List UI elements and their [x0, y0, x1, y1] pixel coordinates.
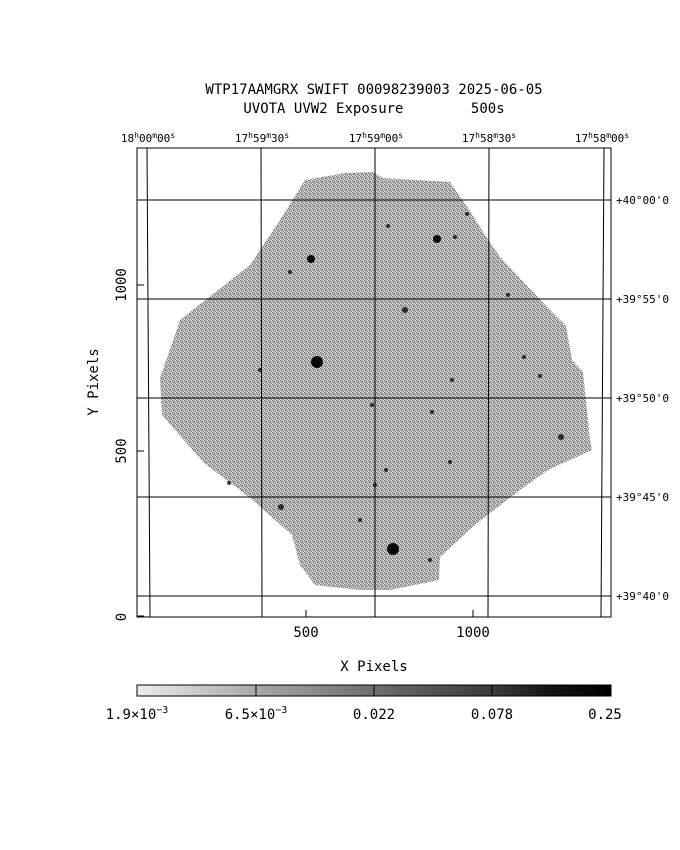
star-source: [522, 355, 526, 359]
y-tick-0: 0: [114, 613, 130, 621]
ra-label-4: 17h58m00s: [575, 131, 629, 145]
pixel-ticks: [137, 284, 474, 617]
star-source: [450, 378, 454, 382]
star-source: [387, 543, 399, 555]
ra-label-1: 17h59m30s: [235, 131, 289, 145]
colorbar: 1.9×10−3 6.5×10−3 0.022 0.078 0.25: [106, 684, 622, 723]
coordinate-grid: [137, 147, 611, 618]
dec-label-4: +39°40'0: [616, 590, 669, 603]
colorbar-tick-3: 0.078: [471, 707, 513, 723]
star-source: [428, 558, 432, 562]
star-source: [370, 403, 374, 407]
image-panel: [136, 147, 612, 618]
title-line-1: WTP17AAMGRX SWIFT 00098239003 2025-06-05: [205, 82, 542, 98]
star-source: [448, 460, 452, 464]
colorbar-tick-1: 6.5×10−3: [225, 705, 288, 723]
y-tick-1000: 1000: [114, 268, 130, 302]
star-source: [433, 235, 441, 243]
dec-label-3: +39°45'0: [616, 491, 669, 504]
x-tick-500: 500: [293, 625, 318, 641]
star-source: [278, 504, 284, 510]
dec-label-1: +39°55'0: [616, 293, 669, 306]
star-source: [386, 224, 390, 228]
star-sources: [227, 212, 564, 562]
star-source: [506, 293, 510, 297]
star-source: [453, 235, 457, 239]
x-tick-1000: 1000: [456, 625, 490, 641]
ra-label-2: 17h59m00s: [349, 131, 403, 145]
dec-label-0: +40°00'0: [616, 194, 669, 207]
star-source: [465, 212, 469, 216]
colorbar-tick-4: 0.25: [588, 707, 622, 723]
star-source: [384, 468, 388, 472]
colorbar-tick-2: 0.022: [353, 707, 395, 723]
y-axis-label: Y Pixels: [86, 348, 102, 415]
star-source: [402, 307, 408, 313]
star-source: [311, 356, 323, 368]
star-source: [227, 481, 231, 485]
x-axis-label: X Pixels: [340, 659, 407, 675]
exposure-footprint: [160, 172, 592, 590]
star-source: [358, 518, 362, 522]
dec-axis-labels: +40°00'0 +39°55'0 +39°50'0 +39°45'0 +39°…: [616, 194, 669, 603]
star-source: [288, 270, 292, 274]
star-source: [307, 255, 315, 263]
plot-frame: [136, 147, 612, 618]
y-tick-500: 500: [114, 438, 130, 463]
ra-axis-labels: 18h00m00s 17h59m30s 17h59m00s 17h58m30s …: [121, 131, 629, 145]
dec-label-2: +39°50'0: [616, 392, 669, 405]
ra-label-0: 18h00m00s: [121, 131, 175, 145]
star-source: [430, 410, 434, 414]
star-source: [538, 374, 542, 378]
title-line-2: UVOTA UVW2 Exposure 500s: [243, 101, 504, 117]
colorbar-tick-0: 1.9×10−3: [106, 705, 169, 723]
star-source: [558, 434, 564, 440]
ra-label-3: 17h58m30s: [462, 131, 516, 145]
